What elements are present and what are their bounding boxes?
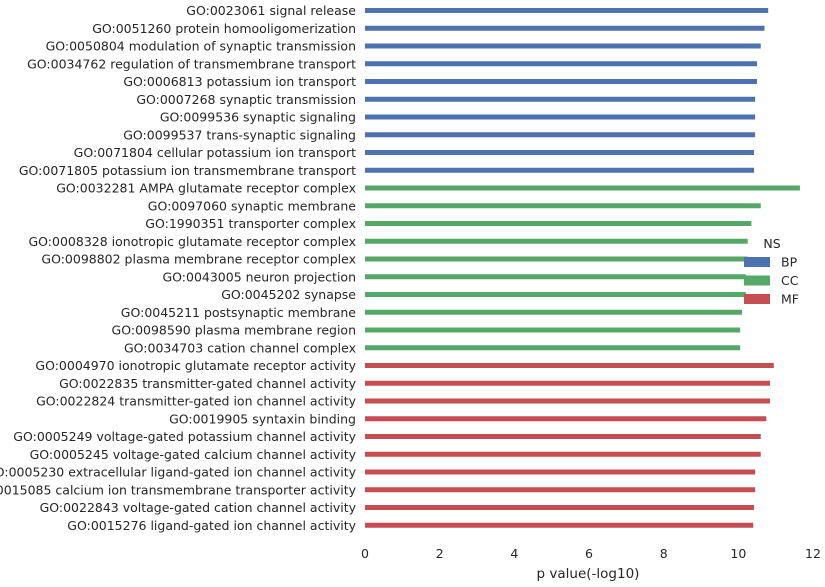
bar-cc: [365, 274, 746, 280]
bar-bp: [365, 132, 756, 138]
category-label: GO:0043005 neuron projection: [162, 269, 356, 284]
category-label: GO:0005249 voltage-gated potassium chann…: [13, 429, 356, 444]
category-label: GO:0015085 calcium ion transmembrane tra…: [0, 482, 357, 497]
category-label: GO:0004970 ionotropic glutamate receptor…: [35, 358, 356, 373]
x-tick-label: 8: [660, 546, 668, 561]
legend: NS BP CC MF: [744, 236, 799, 307]
bar-mf: [365, 451, 761, 457]
bar-bp: [365, 61, 757, 67]
category-label: GO:0050804 modulation of synaptic transm…: [46, 39, 356, 54]
category-label: GO:0005230 extracellular ligand-gated io…: [0, 465, 357, 480]
category-label: GO:0006813 potassium ion transport: [123, 74, 356, 89]
bar-bp: [365, 8, 769, 13]
x-tick-label: 12: [805, 546, 821, 561]
bar-mf: [365, 469, 756, 475]
x-tick-label: 4: [510, 546, 518, 561]
category-label: GO:0022824 transmitter-gated ion channel…: [36, 394, 357, 409]
category-labels: GO:0023061 signal release GO:0051260 prot…: [0, 3, 357, 533]
bar-bp: [365, 96, 756, 102]
legend-label-cc: CC: [781, 273, 799, 288]
category-label: GO:0023061 signal release: [186, 3, 356, 18]
bar-cc: [365, 309, 743, 315]
bar-cc: [365, 238, 748, 244]
bar-cc: [365, 345, 741, 351]
bar-bp: [365, 114, 756, 120]
bar-cc: [365, 203, 761, 209]
bar-mf: [365, 398, 771, 404]
bar-cc: [365, 185, 800, 191]
bar-bp: [365, 167, 755, 173]
bar-mf: [365, 380, 771, 386]
x-axis-label: p value(-log10): [537, 566, 640, 582]
category-label: GO:0032281 AMPA glutamate receptor compl…: [56, 181, 356, 196]
category-label: GO:0045202 synapse: [221, 287, 356, 302]
category-label: GO:1990351 transporter complex: [145, 216, 356, 231]
category-label: GO:0019905 syntaxin binding: [169, 411, 356, 426]
bar-cc: [365, 256, 748, 262]
bar-bp: [365, 43, 761, 49]
category-label: GO:0005245 voltage-gated calcium channel…: [30, 447, 357, 462]
category-label: GO:0007268 synaptic transmission: [136, 92, 356, 107]
bar-mf: [365, 416, 767, 422]
bars: [365, 8, 800, 528]
bar-mf: [365, 505, 755, 510]
category-label: GO:0098590 plasma membrane region: [112, 323, 356, 338]
bar-mf: [365, 363, 774, 368]
bar-mf: [365, 487, 756, 493]
bar-bp: [365, 79, 757, 84]
x-axis-ticks: 0 2 4 6 8 10 12: [361, 546, 821, 561]
category-label: GO:0034762 regulation of transmembrane t…: [27, 56, 356, 71]
category-label: GO:0022835 transmitter-gated channel act…: [59, 376, 356, 391]
category-label: GO:0098802 plasma membrane receptor comp…: [41, 252, 356, 267]
category-label: GO:0008328 ionotropic glutamate receptor…: [29, 234, 357, 249]
legend-swatch-mf: [744, 294, 770, 304]
category-label: GO:0051260 protein homooligomerization: [92, 21, 356, 36]
category-label: GO:0015276 ligand-gated ion channel acti…: [67, 518, 356, 533]
category-label: GO:0071805 potassium ion transmembrane t…: [19, 163, 356, 178]
legend-label-bp: BP: [781, 255, 798, 270]
bar-bp: [365, 150, 755, 155]
category-label: GO:0022843 voltage-gated cation channel …: [40, 500, 357, 515]
legend-label-mf: MF: [781, 292, 799, 307]
category-label: GO:0045211 postsynaptic membrane: [121, 305, 357, 320]
bar-mf: [365, 522, 754, 528]
category-label: GO:0034703 cation channel complex: [124, 340, 356, 355]
bar-cc: [365, 221, 752, 226]
category-label: GO:0097060 synaptic membrane: [148, 198, 357, 213]
category-label: GO:0099537 trans-synaptic signaling: [123, 127, 356, 142]
legend-swatch-cc: [744, 275, 770, 286]
x-tick-label: 2: [436, 546, 444, 561]
category-label: GO:0071804 cellular potassium ion transp…: [74, 145, 356, 160]
legend-title: NS: [763, 236, 780, 251]
x-tick-label: 6: [585, 546, 593, 561]
bar-cc: [365, 292, 746, 297]
legend-swatch-bp: [744, 257, 770, 267]
bar-bp: [365, 25, 765, 31]
bar-cc: [365, 327, 741, 333]
x-tick-label: 0: [361, 546, 369, 561]
category-label: GO:0099536 synaptic signaling: [160, 110, 356, 125]
bar-mf: [365, 434, 761, 439]
x-tick-label: 10: [730, 546, 746, 561]
